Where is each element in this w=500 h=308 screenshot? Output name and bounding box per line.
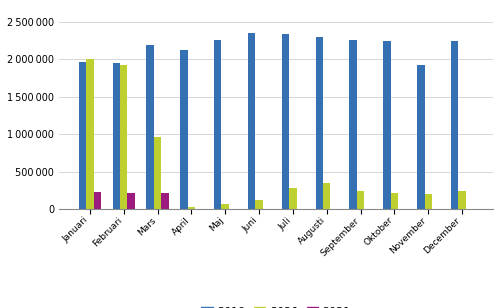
Bar xyxy=(146,45,154,209)
Bar xyxy=(357,191,364,209)
Bar xyxy=(424,194,432,209)
Bar xyxy=(256,200,263,209)
Bar xyxy=(214,40,222,209)
Bar xyxy=(248,33,256,209)
Bar xyxy=(316,37,323,209)
Bar xyxy=(128,193,135,209)
Bar xyxy=(384,42,390,209)
Bar xyxy=(78,63,86,209)
Bar xyxy=(390,193,398,209)
Bar xyxy=(222,204,229,209)
Bar xyxy=(451,41,458,209)
Bar xyxy=(458,192,466,209)
Bar xyxy=(162,192,168,209)
Bar xyxy=(350,40,357,209)
Bar xyxy=(180,51,188,209)
Bar xyxy=(112,63,120,209)
Legend: 2019, 2020, 2021: 2019, 2020, 2021 xyxy=(197,302,355,308)
Bar xyxy=(120,65,128,209)
Bar xyxy=(417,65,424,209)
Bar xyxy=(154,137,162,209)
Bar xyxy=(289,188,296,209)
Bar xyxy=(94,192,101,209)
Bar xyxy=(188,207,195,209)
Bar xyxy=(323,183,330,209)
Bar xyxy=(282,34,289,209)
Bar xyxy=(86,59,94,209)
